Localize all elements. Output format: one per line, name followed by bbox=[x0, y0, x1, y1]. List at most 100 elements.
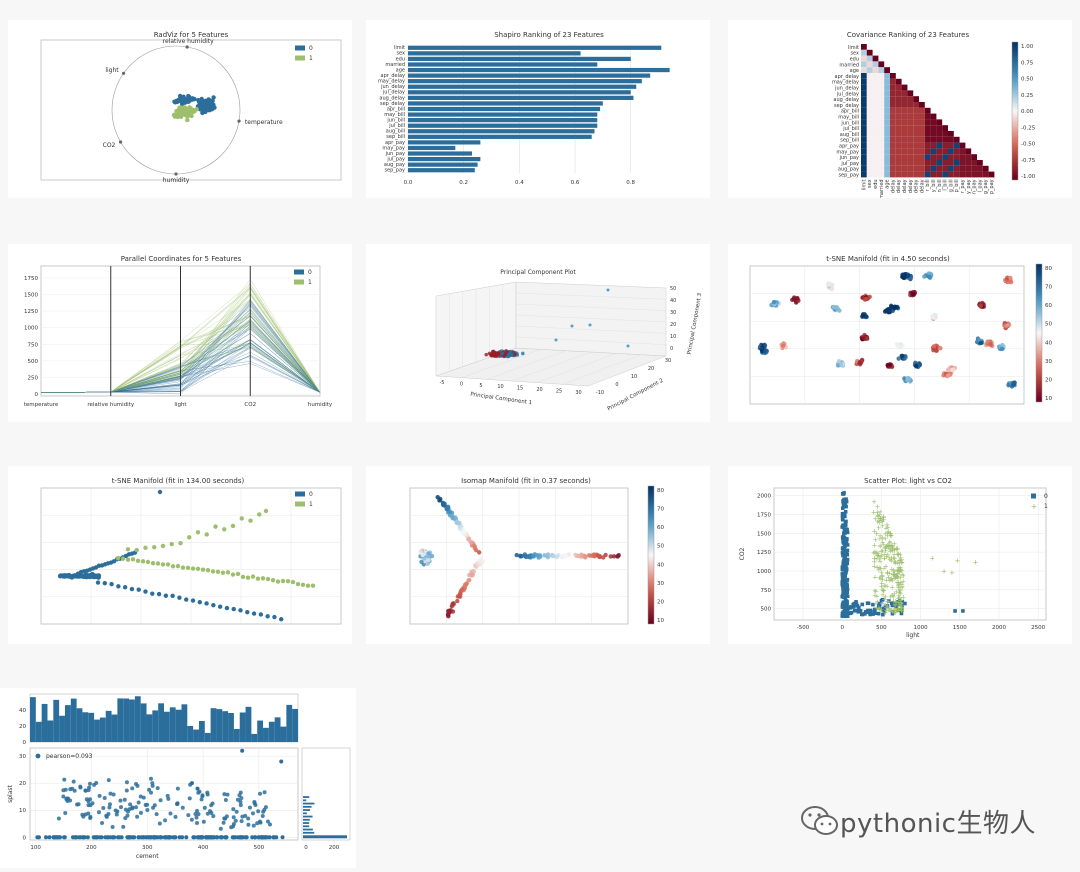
heatmap-cell bbox=[861, 171, 867, 178]
scatterlc-point-0 bbox=[845, 543, 850, 547]
scatterlc-point-1: + bbox=[896, 551, 902, 559]
isomap-point bbox=[418, 549, 423, 554]
joint-point bbox=[201, 819, 206, 824]
scatterlc-point-1: + bbox=[876, 517, 882, 525]
scatterlc-point-1: + bbox=[882, 596, 888, 604]
scatterlc-point-1: + bbox=[895, 550, 901, 558]
isomap-point bbox=[457, 520, 462, 526]
scatterlc-point-1: + bbox=[876, 552, 882, 560]
histogram-bar bbox=[99, 717, 106, 742]
tsne2-point-1 bbox=[143, 545, 148, 550]
legend-swatch bbox=[294, 279, 304, 285]
radviz-feature-label: humidity bbox=[163, 177, 190, 184]
scatterlc-point-1: + bbox=[873, 600, 879, 608]
joint-point bbox=[83, 788, 88, 793]
pca-point bbox=[484, 352, 489, 357]
histogram-bar bbox=[70, 698, 77, 742]
heatmap-cell bbox=[924, 142, 931, 149]
joint-point bbox=[189, 781, 194, 786]
radviz-point-0 bbox=[206, 99, 211, 105]
y-tick-label: sep_pay bbox=[838, 173, 859, 179]
tsne2-point-0 bbox=[170, 593, 175, 599]
scatterlc-point-0 bbox=[879, 598, 884, 603]
scatterlc-point-0 bbox=[845, 578, 850, 582]
scatterlc-point-1: + bbox=[885, 529, 891, 537]
histogram-bar bbox=[303, 831, 315, 834]
scatterlc-point-0 bbox=[882, 608, 886, 612]
y-tick-label: married bbox=[385, 62, 405, 68]
legend-label: 0 bbox=[309, 491, 313, 498]
scatterlc-point-1: + bbox=[898, 574, 904, 582]
heatmap-cell bbox=[878, 113, 885, 120]
histogram-bar bbox=[303, 815, 313, 818]
joint-point bbox=[166, 796, 171, 801]
heatmap-cell bbox=[861, 136, 867, 143]
y-tick-label: may_delay bbox=[832, 80, 859, 86]
scatterlc-point-1: + bbox=[871, 498, 877, 506]
pearson-annotation: pearson=0.093 bbox=[46, 753, 93, 760]
heatmap-cell bbox=[866, 160, 873, 166]
histogram-bar bbox=[303, 799, 307, 802]
chart-title: t-SNE Manifold (fit in 134.00 seconds) bbox=[112, 477, 245, 485]
scatterlc-point-0 bbox=[843, 563, 848, 567]
joint-point bbox=[87, 781, 92, 786]
scatterlc-point-0 bbox=[842, 605, 847, 609]
scatterlc-point-0 bbox=[843, 572, 848, 576]
tsne2-point-1 bbox=[235, 571, 241, 577]
histogram-bar bbox=[303, 825, 310, 828]
heatmap-cell bbox=[919, 113, 925, 120]
pca-wall-back bbox=[515, 281, 667, 357]
tsne1-point bbox=[792, 297, 798, 302]
scatterlc-point-1: + bbox=[882, 535, 888, 543]
heatmap-cell bbox=[866, 148, 873, 155]
scatterlc-point-1: + bbox=[895, 570, 901, 578]
joint-point bbox=[63, 810, 68, 815]
heatmap-cell bbox=[959, 142, 966, 149]
y-tick-label: sep_bill bbox=[840, 138, 859, 144]
scatterlc-point-0 bbox=[858, 608, 863, 613]
heatmap-cell bbox=[895, 125, 902, 131]
heatmap-cell bbox=[924, 148, 931, 155]
x-tick-label: edu bbox=[873, 179, 879, 188]
heatmap-cell bbox=[930, 125, 937, 131]
scatterlc-point-0 bbox=[843, 613, 848, 617]
heatmap-cell bbox=[861, 160, 867, 166]
scatterlc-point-1: + bbox=[892, 601, 898, 609]
x-tick-label: delay bbox=[890, 179, 896, 193]
heatmap-cell bbox=[872, 55, 879, 62]
heatmap-cell bbox=[878, 125, 885, 131]
scatterlc-point-1: + bbox=[890, 546, 896, 554]
histogram-bar bbox=[105, 710, 112, 742]
scatterlc-point-0 bbox=[844, 566, 849, 571]
joint-point bbox=[107, 802, 112, 807]
scatterlc-point-0 bbox=[841, 586, 845, 591]
x-tick-label: -500 bbox=[797, 625, 810, 631]
scatterlc-point-1: + bbox=[897, 599, 903, 607]
pca-point bbox=[494, 351, 499, 355]
joint-point bbox=[223, 835, 228, 840]
x-tick-label: 15 bbox=[517, 386, 523, 392]
radviz-panel: RadViz for 5 Features relative humidity te… bbox=[8, 20, 352, 198]
heatmap-cell bbox=[890, 136, 896, 143]
scatterlc-point-1: + bbox=[892, 568, 898, 576]
tsne2-point-1 bbox=[263, 508, 269, 514]
scatterlc-point-1: + bbox=[888, 557, 894, 565]
heatmap-cell bbox=[890, 102, 896, 108]
heatmap-cell bbox=[872, 165, 879, 172]
scatterlc-point-1: + bbox=[884, 598, 890, 606]
scatterlc-point-1: + bbox=[876, 566, 882, 574]
scatterlc-point-1: + bbox=[900, 572, 906, 580]
scatterlc-point-1: + bbox=[879, 582, 885, 590]
x-tick-label: r_pay bbox=[960, 179, 966, 193]
scatterlc-point-0 bbox=[889, 601, 894, 606]
tsne1-point bbox=[905, 376, 910, 381]
scatterlc-point-1: + bbox=[888, 548, 894, 556]
tsne2-point-0 bbox=[150, 591, 155, 596]
scatterlc-point-1: + bbox=[896, 606, 902, 614]
heatmap-cell bbox=[936, 171, 943, 178]
histogram-bar bbox=[94, 719, 100, 742]
tsne1-colorbar bbox=[1035, 263, 1043, 403]
scatterlc-point-1: + bbox=[877, 558, 883, 566]
heatmap-cell bbox=[942, 136, 948, 143]
joint-point bbox=[238, 835, 243, 840]
